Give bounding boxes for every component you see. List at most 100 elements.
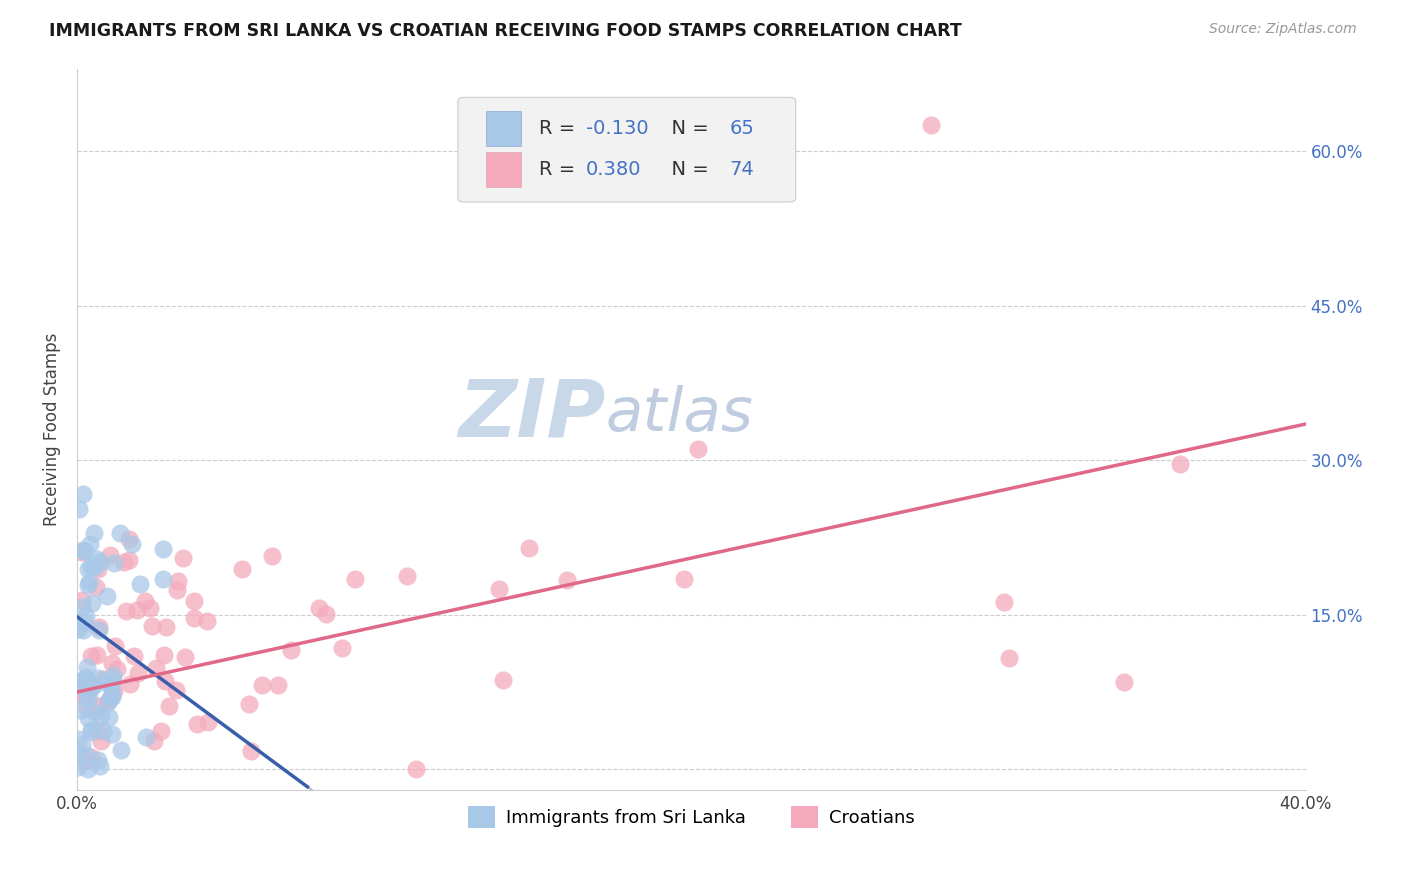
- Point: [110, 525, 132, 540]
- Point: [165, 683, 187, 698]
- Point: [100, 686, 122, 700]
- Point: [89, 758, 111, 772]
- Point: [330, 640, 353, 655]
- Point: [70, 545, 93, 559]
- Point: [104, 639, 127, 653]
- Point: [396, 568, 419, 582]
- Point: [100, 727, 122, 741]
- Point: [77, 762, 100, 776]
- Point: [145, 660, 167, 674]
- Point: [80, 649, 103, 664]
- Point: [118, 552, 141, 566]
- Text: ZIP: ZIP: [458, 376, 606, 454]
- Point: [152, 541, 174, 556]
- Point: [998, 651, 1021, 665]
- Point: [67, 759, 90, 773]
- Point: [197, 715, 219, 730]
- Text: 65: 65: [730, 119, 754, 138]
- Text: IMMIGRANTS FROM SRI LANKA VS CROATIAN RECEIVING FOOD STAMPS CORRELATION CHART: IMMIGRANTS FROM SRI LANKA VS CROATIAN RE…: [49, 22, 962, 40]
- Point: [91, 723, 114, 738]
- Point: [84, 559, 107, 574]
- Point: [77, 711, 100, 725]
- Point: [80, 750, 103, 764]
- Point: [127, 665, 149, 680]
- Point: [197, 614, 219, 628]
- Point: [135, 730, 157, 744]
- Point: [101, 673, 124, 687]
- Point: [72, 673, 94, 688]
- Point: [73, 543, 96, 558]
- Point: [84, 580, 107, 594]
- Point: [260, 549, 283, 564]
- Point: [183, 611, 205, 625]
- Point: [103, 683, 125, 698]
- Point: [70, 599, 93, 614]
- Point: [72, 623, 94, 637]
- Text: Source: ZipAtlas.com: Source: ZipAtlas.com: [1209, 22, 1357, 37]
- Point: [83, 526, 105, 541]
- Point: [672, 572, 695, 586]
- Point: [100, 690, 122, 704]
- FancyBboxPatch shape: [486, 153, 520, 186]
- Point: [344, 573, 367, 587]
- Point: [80, 559, 103, 574]
- Point: [517, 541, 540, 555]
- Point: [67, 502, 90, 516]
- Text: N =: N =: [659, 119, 716, 138]
- Point: [75, 608, 97, 623]
- Point: [993, 594, 1015, 608]
- Point: [66, 622, 89, 636]
- Text: atlas: atlas: [606, 385, 754, 444]
- FancyBboxPatch shape: [458, 97, 796, 202]
- Point: [118, 677, 141, 691]
- Point: [72, 487, 94, 501]
- Point: [75, 754, 97, 768]
- Point: [186, 716, 208, 731]
- Point: [77, 690, 100, 704]
- Point: [86, 648, 108, 662]
- Point: [1170, 457, 1192, 471]
- Point: [70, 685, 93, 699]
- Point: [80, 680, 103, 694]
- Point: [105, 662, 128, 676]
- Point: [183, 594, 205, 608]
- Point: [118, 532, 141, 546]
- Point: [315, 607, 337, 621]
- Point: [76, 701, 98, 715]
- Point: [114, 555, 136, 569]
- Point: [308, 601, 330, 615]
- Point: [72, 593, 94, 607]
- Point: [75, 747, 97, 762]
- Y-axis label: Receiving Food Stamps: Receiving Food Stamps: [44, 333, 60, 526]
- Point: [72, 681, 94, 695]
- Point: [920, 118, 942, 132]
- Point: [267, 677, 290, 691]
- Legend: Immigrants from Sri Lanka, Croatians: Immigrants from Sri Lanka, Croatians: [461, 798, 922, 835]
- Point: [91, 673, 114, 687]
- Point: [100, 679, 122, 693]
- Point: [127, 602, 149, 616]
- Point: [86, 671, 108, 685]
- Point: [492, 673, 515, 687]
- Point: [80, 725, 103, 739]
- Point: [87, 753, 110, 767]
- Point: [239, 744, 262, 758]
- Point: [100, 549, 122, 563]
- Point: [100, 657, 122, 671]
- Point: [153, 674, 176, 689]
- Point: [101, 690, 124, 705]
- Text: R =: R =: [538, 119, 582, 138]
- Point: [76, 692, 98, 706]
- Point: [90, 709, 112, 723]
- Point: [66, 747, 89, 762]
- Point: [167, 574, 190, 588]
- Point: [101, 668, 124, 682]
- Point: [69, 703, 91, 717]
- Point: [488, 582, 510, 596]
- Point: [238, 698, 260, 712]
- Point: [97, 695, 120, 709]
- Point: [89, 699, 111, 714]
- Point: [84, 705, 107, 719]
- Point: [80, 723, 103, 737]
- Point: [250, 678, 273, 692]
